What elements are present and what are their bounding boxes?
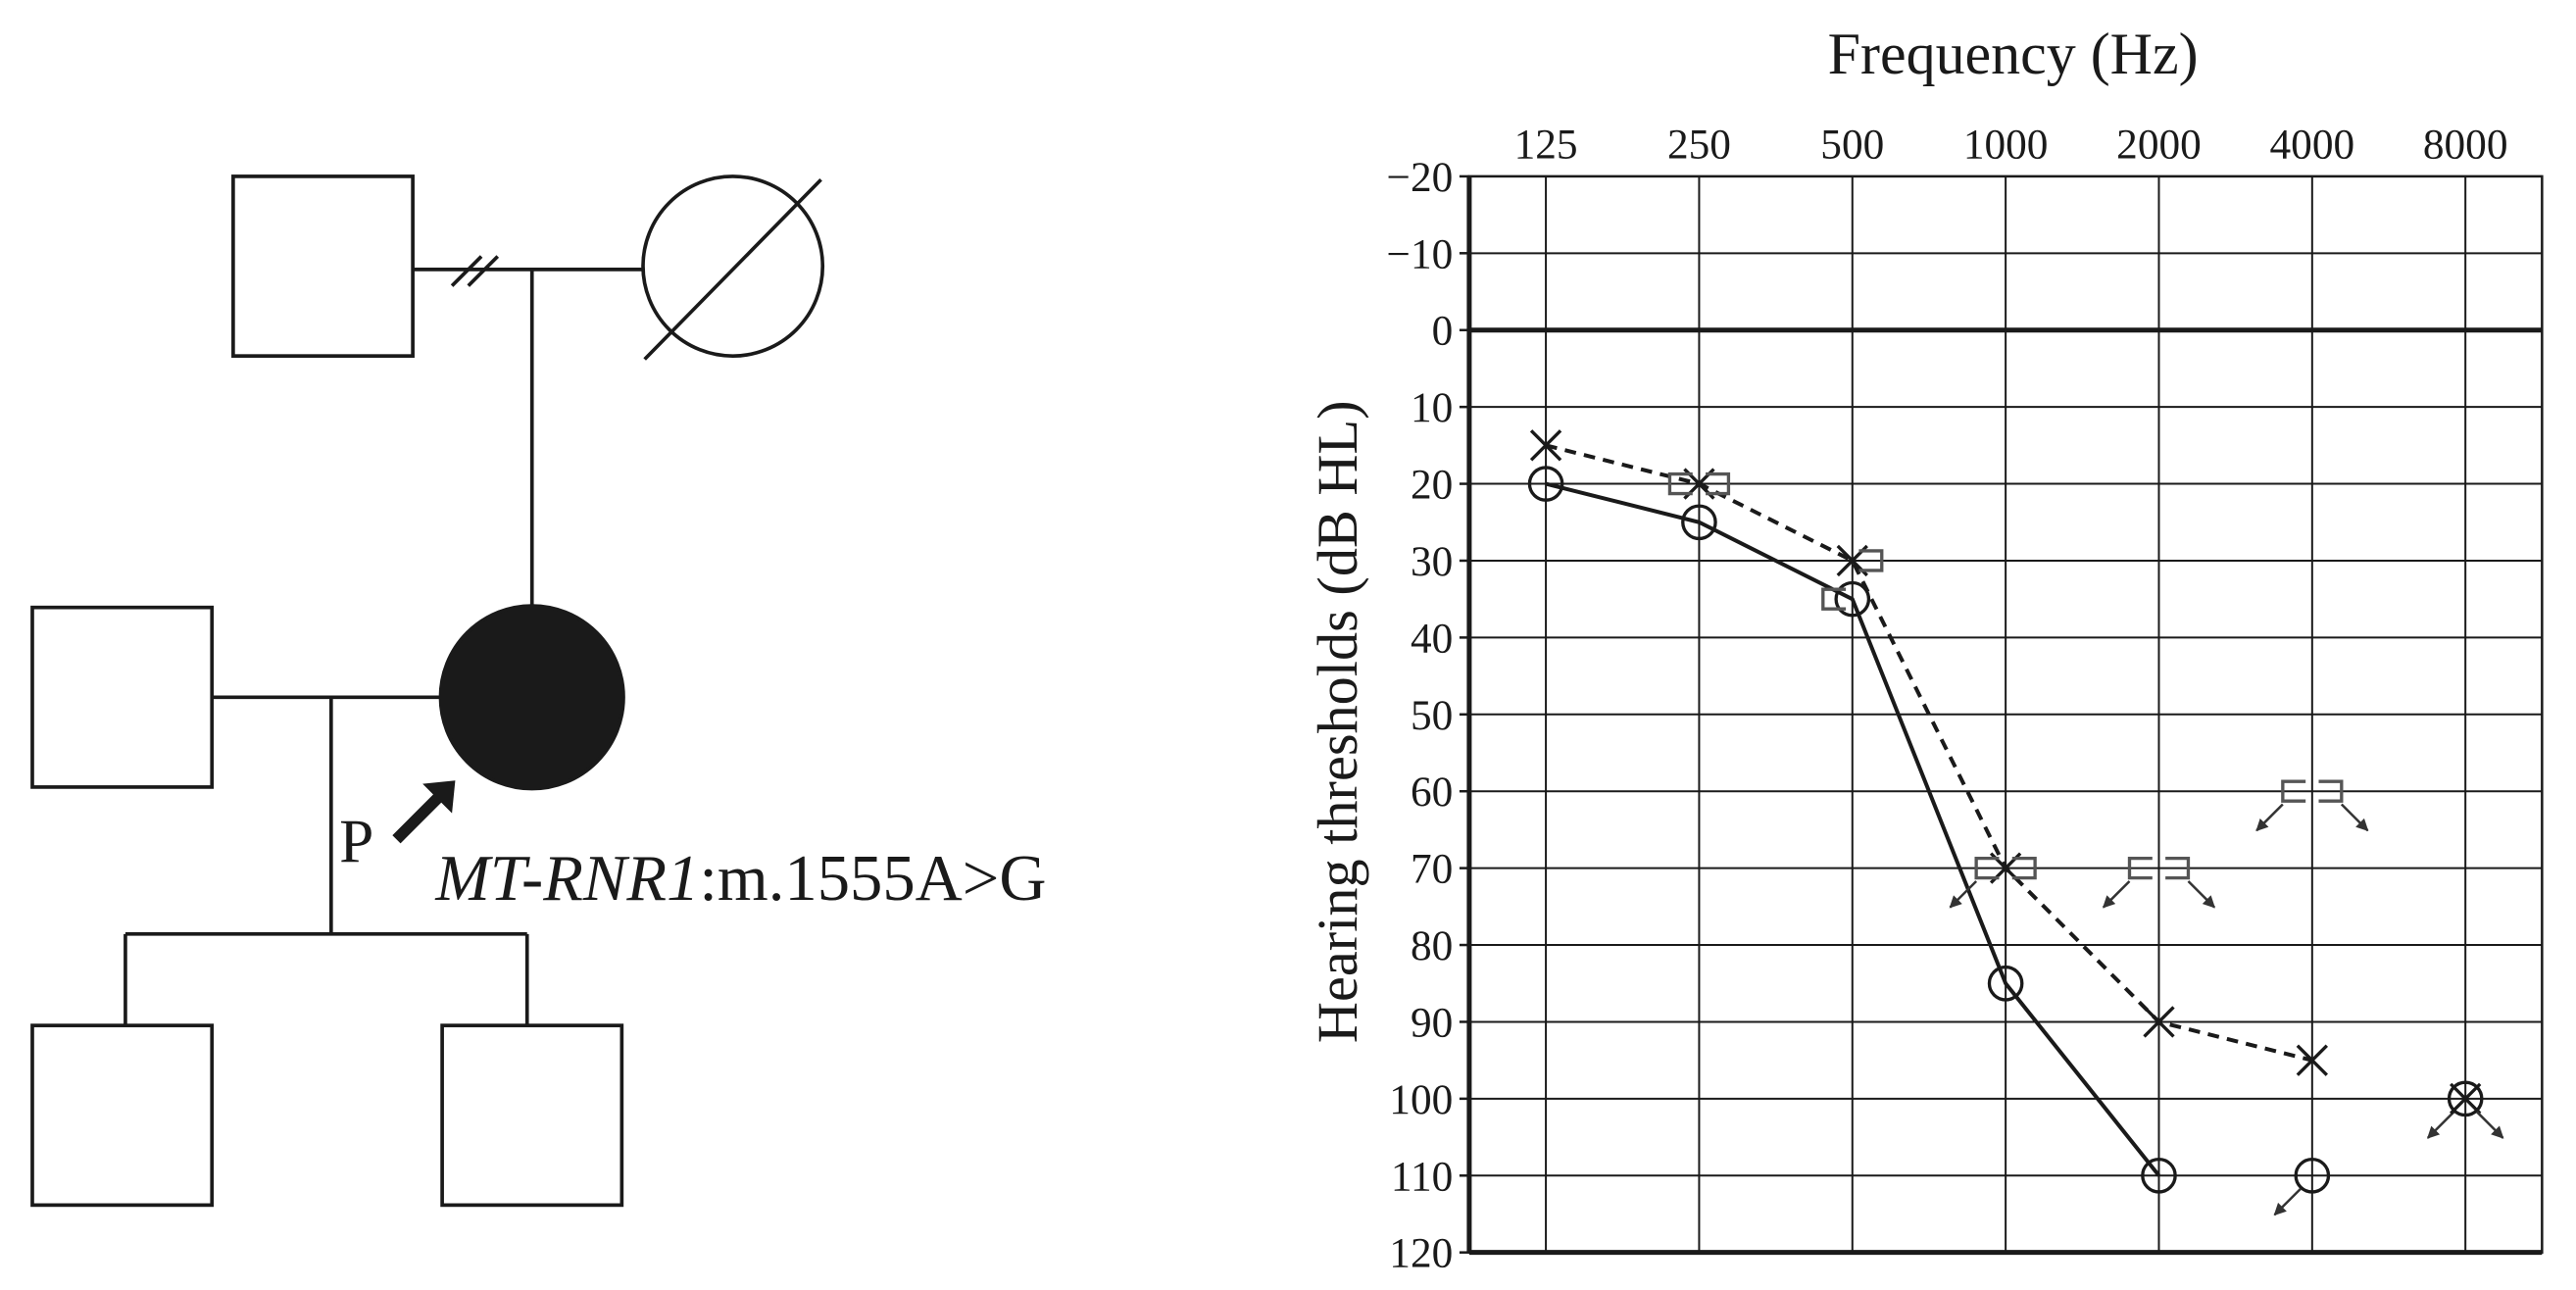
marker-bracket-left: [1974, 856, 2000, 880]
marker-bracket-left: [2281, 779, 2306, 803]
male-son: [30, 1023, 215, 1208]
marker-circle: [1834, 580, 1871, 618]
deceased-slash: [643, 177, 822, 361]
marker-circle: [2141, 1157, 2177, 1194]
female-proband-affected: [438, 604, 625, 791]
y-tick-label: 100: [1389, 1076, 1453, 1123]
marker-circle: [1681, 504, 1717, 541]
marker-bracket-right: [2011, 856, 2037, 880]
no-response-arrow: [2187, 880, 2215, 909]
y-tick-label: 80: [1411, 922, 1453, 969]
variant-change: :m.1555A>G: [699, 843, 1046, 915]
no-response-arrow: [1949, 880, 1978, 909]
male-spouse: [30, 605, 215, 789]
marker-bracket-right: [2165, 856, 2191, 880]
no-response-arrow: [2426, 1111, 2455, 1139]
x-tick-label: 2000: [2116, 122, 2202, 169]
plot: −20 −10 0 10 20 30 40 50 60 70 80 90 100 110 120 125 250…: [1387, 122, 2544, 1277]
no-response-arrow: [2255, 803, 2284, 832]
marker-cross: [1529, 429, 1562, 462]
y-tick-label: 40: [1411, 615, 1453, 662]
separation-mark: [467, 255, 500, 287]
y-tick-label: 70: [1411, 846, 1453, 893]
proband-label: P: [339, 808, 373, 876]
marker-circle: [2294, 1157, 2331, 1194]
marker-bracket-right: [2318, 779, 2344, 803]
y-tick-label: 120: [1389, 1230, 1453, 1277]
separation-mark: [450, 255, 483, 287]
x-tick-label: 500: [1820, 122, 1884, 169]
proband-arrowhead: [422, 780, 456, 814]
y-tick-label: 90: [1411, 999, 1453, 1046]
male-grandfather: [231, 174, 415, 358]
y-tick-label: 110: [1391, 1153, 1453, 1200]
pedigree: [30, 174, 825, 1208]
chart-title: Frequency (Hz): [1828, 22, 2199, 86]
y-tick-label: −20: [1387, 154, 1454, 201]
marker-circle: [1527, 466, 1564, 502]
y-axis-label: Hearing thresholds (dB HL): [1306, 400, 1369, 1043]
no-response-arrow: [2273, 1187, 2303, 1216]
x-tick-label: 250: [1667, 122, 1731, 169]
variant-gene: MT-RNR1: [434, 843, 699, 915]
x-tick-label: 1000: [1963, 122, 2049, 169]
marker-circle: [2447, 1080, 2484, 1117]
marker-bracket-left: [1667, 471, 1693, 496]
male-son: [440, 1023, 624, 1208]
marker-cross: [2450, 1082, 2482, 1116]
marker-bracket-right: [1858, 549, 1884, 572]
x-tick-label: 4000: [2270, 122, 2355, 169]
marker-bracket-left: [1821, 587, 1847, 611]
y-tick-label: 0: [1432, 308, 1454, 355]
series-line: [1545, 481, 2161, 1177]
y-tick-label: −10: [1387, 230, 1454, 277]
no-response-arrow: [2102, 880, 2131, 909]
y-tick-label: 10: [1411, 384, 1453, 431]
y-tick-label: 30: [1411, 538, 1453, 585]
series-line: [1545, 443, 2313, 1063]
marker-circle: [1987, 965, 2024, 1002]
marker-bracket-right: [1706, 471, 1731, 496]
no-response-arrow: [2340, 803, 2369, 832]
y-tick-label: 60: [1411, 769, 1453, 816]
female-grandmother-deceased: [641, 174, 825, 358]
marker-cross: [2143, 1006, 2175, 1038]
variant-label: MT-RNR1:m.1555A>G: [434, 843, 1046, 915]
y-tick-label: 20: [1411, 462, 1453, 509]
y-tick-label: 50: [1411, 692, 1453, 739]
no-response-arrow: [2475, 1111, 2504, 1139]
x-tick-label: 8000: [2423, 122, 2508, 169]
marker-bracket-left: [2127, 856, 2153, 880]
marker-cross: [2296, 1044, 2328, 1076]
x-tick-label: 125: [1514, 122, 1578, 169]
